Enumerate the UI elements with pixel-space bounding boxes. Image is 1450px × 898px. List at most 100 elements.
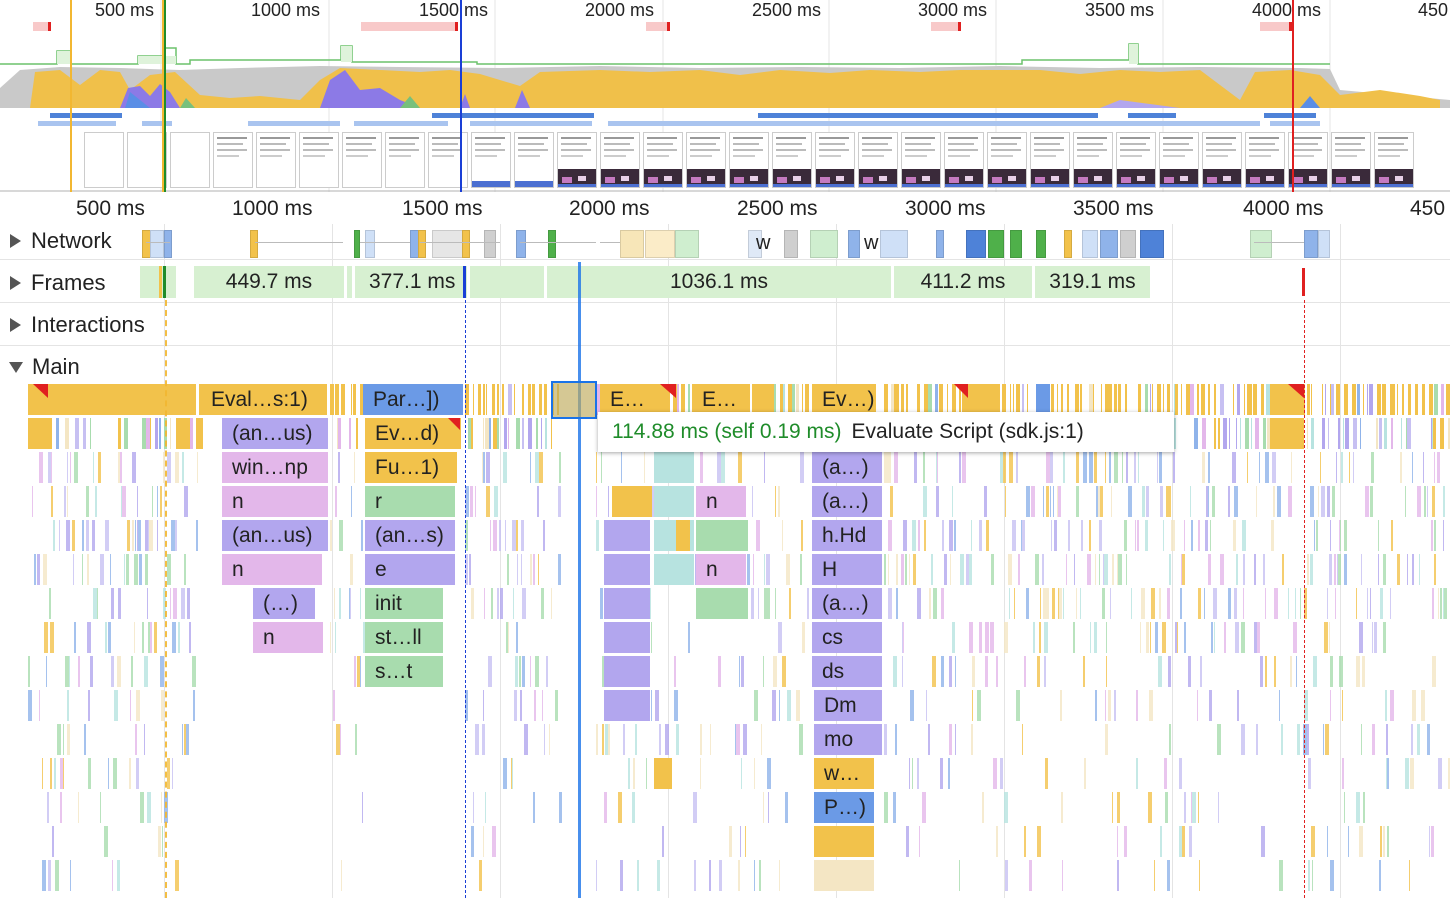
flame-entry[interactable]: w… <box>814 758 874 789</box>
frame[interactable]: 411.2 ms <box>894 266 1032 298</box>
filmstrip-thumbnail[interactable] <box>299 132 339 188</box>
filmstrip-thumbnail[interactable] <box>342 132 382 188</box>
network-request-bar[interactable] <box>645 230 675 258</box>
filmstrip-thumbnail[interactable] <box>600 132 640 188</box>
network-request-bar[interactable] <box>354 230 360 258</box>
filmstrip-thumbnail[interactable] <box>1202 132 1242 188</box>
frame[interactable]: 1036.1 ms <box>547 266 891 298</box>
filmstrip-thumbnail[interactable] <box>1245 132 1285 188</box>
network-request-bar[interactable] <box>1082 230 1098 258</box>
frame[interactable]: 449.7 ms <box>194 266 344 298</box>
flame-entry[interactable]: n <box>222 486 328 517</box>
flame-entry[interactable]: Dm <box>814 690 882 721</box>
network-request-bar[interactable] <box>1010 230 1022 258</box>
filmstrip-thumbnail[interactable] <box>256 132 296 188</box>
network-request-bar[interactable] <box>462 230 470 258</box>
network-request-bar[interactable] <box>620 230 644 258</box>
network-request-bar[interactable] <box>1140 230 1164 258</box>
filmstrip-thumbnail[interactable] <box>1030 132 1070 188</box>
flame-entry[interactable]: n <box>222 554 322 585</box>
network-request-bar[interactable] <box>250 230 258 258</box>
flame-entry[interactable]: Par…]) <box>363 384 463 415</box>
network-request-bar[interactable] <box>1318 230 1330 258</box>
frame[interactable] <box>140 266 176 298</box>
flame-entry[interactable]: s…t <box>365 656 443 687</box>
filmstrip-thumbnail[interactable] <box>1116 132 1156 188</box>
filmstrip-thumbnail[interactable] <box>471 132 511 188</box>
filmstrip-thumbnail[interactable] <box>901 132 941 188</box>
filmstrip-thumbnail[interactable] <box>729 132 769 188</box>
flame-entry[interactable]: (an…us) <box>222 520 328 551</box>
filmstrip-thumbnail[interactable] <box>170 132 210 188</box>
expand-arrow-icon[interactable] <box>10 234 21 248</box>
filmstrip-thumbnail[interactable] <box>557 132 597 188</box>
flame-entry[interactable]: (…) <box>253 588 315 619</box>
network-request-bar[interactable] <box>1304 230 1318 258</box>
network-request-bar[interactable] <box>365 230 375 258</box>
network-request-bar[interactable] <box>880 230 908 258</box>
flame-entry[interactable]: st…ll <box>365 622 443 653</box>
filmstrip-thumbnail[interactable] <box>385 132 425 188</box>
network-request-bar[interactable] <box>418 230 426 258</box>
network-request-bar[interactable] <box>432 230 464 258</box>
flame-entry[interactable]: (an…us) <box>222 418 328 449</box>
frames-track-header[interactable]: Frames <box>0 263 106 303</box>
filmstrip-thumbnail[interactable] <box>127 132 167 188</box>
network-request-bar[interactable] <box>1064 230 1072 258</box>
flame-entry[interactable]: (a…) <box>812 588 882 619</box>
flame-entry[interactable]: win…np <box>222 452 328 483</box>
network-request-bar[interactable] <box>164 230 172 258</box>
flame-entry[interactable]: Fu…1) <box>365 452 457 483</box>
network-request-bar[interactable] <box>1250 230 1272 258</box>
expand-arrow-icon[interactable] <box>10 318 21 332</box>
flame-entry[interactable]: r <box>365 486 455 517</box>
network-request-bar[interactable] <box>784 230 798 258</box>
filmstrip-thumbnail[interactable] <box>987 132 1027 188</box>
network-request-bar[interactable] <box>810 230 838 258</box>
collapse-arrow-icon[interactable] <box>9 361 23 373</box>
flame-entry[interactable]: h.Hd <box>812 520 882 551</box>
network-request-bar[interactable] <box>988 230 1004 258</box>
network-request-bar[interactable] <box>1100 230 1118 258</box>
filmstrip-thumbnail[interactable] <box>944 132 984 188</box>
flame-entry[interactable]: cs <box>812 622 882 653</box>
filmstrip-thumbnail[interactable] <box>84 132 124 188</box>
network-request-bar[interactable] <box>150 230 164 258</box>
expand-arrow-icon[interactable] <box>10 276 21 290</box>
filmstrip-thumbnail[interactable] <box>815 132 855 188</box>
flame-entry[interactable]: n <box>696 554 746 585</box>
flame-entry[interactable]: H <box>812 554 882 585</box>
filmstrip-thumbnail[interactable] <box>1374 132 1414 188</box>
flame-entry[interactable]: P…) <box>814 792 874 823</box>
filmstrip-thumbnail[interactable] <box>213 132 253 188</box>
overview-pane[interactable]: 500 ms 1000 ms 1500 ms 2000 ms 2500 ms 3… <box>0 0 1450 192</box>
flame-entry[interactable]: n <box>253 622 323 653</box>
network-request-bar[interactable] <box>548 230 556 258</box>
filmstrip-thumbnail[interactable] <box>772 132 812 188</box>
flame-entry[interactable]: E… <box>692 384 750 415</box>
network-request-bar[interactable] <box>484 230 496 258</box>
filmstrip-thumbnail[interactable] <box>1159 132 1199 188</box>
network-request-bar[interactable] <box>936 230 944 258</box>
frame[interactable]: 319.1 ms <box>1035 266 1150 298</box>
filmstrip-thumbnail[interactable] <box>1073 132 1113 188</box>
filmstrip-thumbnail[interactable] <box>858 132 898 188</box>
flame-entry[interactable]: E… <box>600 384 670 415</box>
network-request-bar[interactable] <box>848 230 860 258</box>
network-request-bar[interactable] <box>516 230 526 258</box>
filmstrip-thumbnail[interactable] <box>514 132 554 188</box>
network-request-bar[interactable] <box>675 230 699 258</box>
network-track-header[interactable]: Network <box>0 221 112 261</box>
filmstrip-thumbnail[interactable] <box>1288 132 1328 188</box>
network-request-bar[interactable] <box>1036 230 1046 258</box>
flame-entry[interactable]: (an…s) <box>365 520 455 551</box>
flame-entry[interactable]: ds <box>812 656 882 687</box>
filmstrip-thumbnail[interactable] <box>686 132 726 188</box>
flame-entry[interactable]: (a…) <box>812 452 882 483</box>
flame-entry[interactable]: init <box>365 588 443 619</box>
main-track-header[interactable]: Main <box>0 347 80 387</box>
filmstrip-thumbnail[interactable] <box>1331 132 1371 188</box>
filmstrip-thumbnail[interactable] <box>428 132 468 188</box>
filmstrip-thumbnail[interactable] <box>643 132 683 188</box>
flame-entry[interactable]: mo <box>814 724 882 755</box>
